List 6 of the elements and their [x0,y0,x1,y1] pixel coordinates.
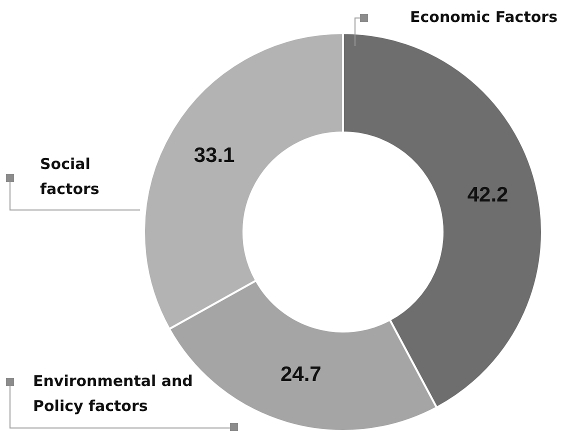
slice-label: Social factors [40,154,100,198]
slice-label: Economic Factors [410,8,558,26]
data-label: 33.1 [194,144,236,168]
data-label: 42.2 [467,184,508,207]
data-label: 24.7 [280,362,322,386]
slice-label: Environmental and Policy factors [33,372,193,415]
